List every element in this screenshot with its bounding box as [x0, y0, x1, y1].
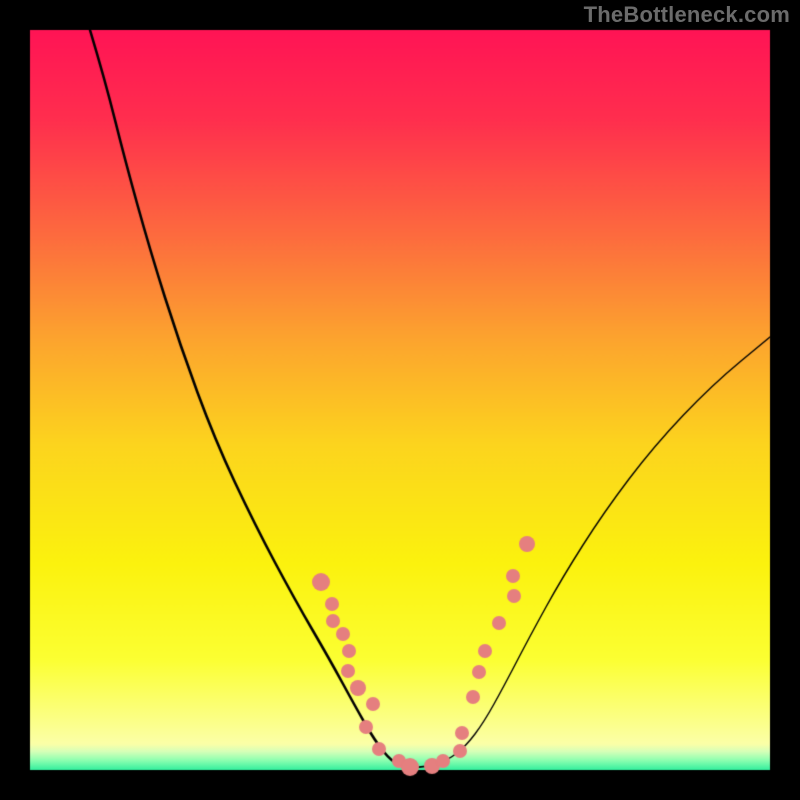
chart-stage: TheBottleneck.com: [0, 0, 800, 800]
watermark-text: TheBottleneck.com: [584, 2, 790, 28]
bottleneck-curve-layer: [0, 0, 800, 800]
